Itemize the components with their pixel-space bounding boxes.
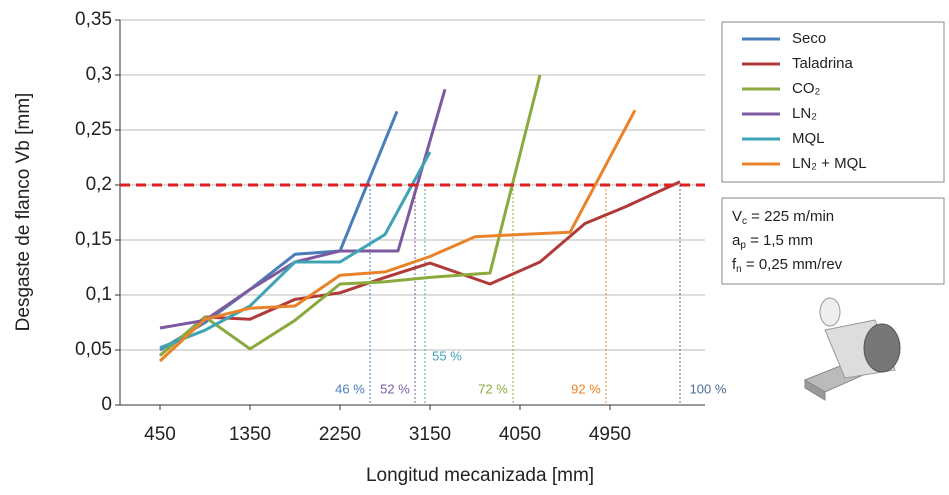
annotation-label: 46 % [335, 381, 365, 396]
series-line [159, 180, 681, 357]
y-tick-label: 0,1 [86, 284, 112, 305]
y-tick-label: 0 [101, 394, 112, 415]
y-tick-label: 0,15 [75, 229, 112, 250]
condition-symbol: a [732, 232, 741, 249]
annotation-label: 100 % [690, 381, 727, 396]
legend-label: LN₂ [792, 105, 817, 122]
y-tick-label: 0,35 [75, 9, 112, 30]
y-tick-label: 0,2 [86, 174, 112, 195]
annotation-label: 72 % [478, 381, 508, 396]
legend-label: MQL [792, 130, 825, 147]
x-tick-label: 1350 [229, 424, 271, 445]
legend-label: Taladrina [792, 55, 854, 72]
annotation-label: 52 % [380, 381, 410, 396]
y-tick-label: 0,25 [75, 119, 112, 140]
condition-symbol: V [732, 208, 742, 225]
x-tick-label: 2250 [319, 424, 361, 445]
legend-label: LN₂ + MQL [792, 155, 867, 172]
x-axis-title: Longitud mecanizada [mm] [366, 465, 594, 486]
x-tick-label: 450 [144, 424, 176, 445]
annotation-label: 92 % [571, 381, 601, 396]
conditions-box [721, 197, 945, 285]
condition: ap = 1,5 mm [732, 232, 813, 251]
series-line [159, 74, 542, 357]
condition: Vc = 225 m/min [732, 208, 834, 227]
condition-subscript: c [742, 216, 747, 227]
series-line [159, 110, 399, 352]
condition-value: = 0,25 mm/rev [742, 256, 843, 273]
annotation-label: 55 % [432, 348, 462, 363]
x-tick-label: 4950 [589, 424, 631, 445]
y-tick-label: 0,3 [86, 64, 112, 85]
condition-value: = 1,5 mm [746, 232, 813, 249]
y-axis-title: Desgaste de flanco Vb [mm] [13, 93, 34, 332]
condition: fn = 0,25 mm/rev [732, 256, 843, 275]
legend-label: CO₂ [792, 80, 821, 97]
series-line [159, 88, 447, 330]
x-tick-label: 3150 [409, 424, 451, 445]
condition-subscript: n [736, 264, 742, 275]
series-line [158, 109, 637, 363]
legend-box [721, 21, 945, 183]
legend-label: Seco [792, 30, 826, 47]
tool-illustration [803, 297, 901, 401]
condition-symbol: f [732, 256, 737, 273]
condition-subscript: p [740, 240, 746, 251]
condition-value: = 225 m/min [747, 208, 834, 225]
series-line [159, 151, 432, 350]
y-tick-label: 0,05 [75, 339, 112, 360]
x-tick-label: 4050 [499, 424, 541, 445]
